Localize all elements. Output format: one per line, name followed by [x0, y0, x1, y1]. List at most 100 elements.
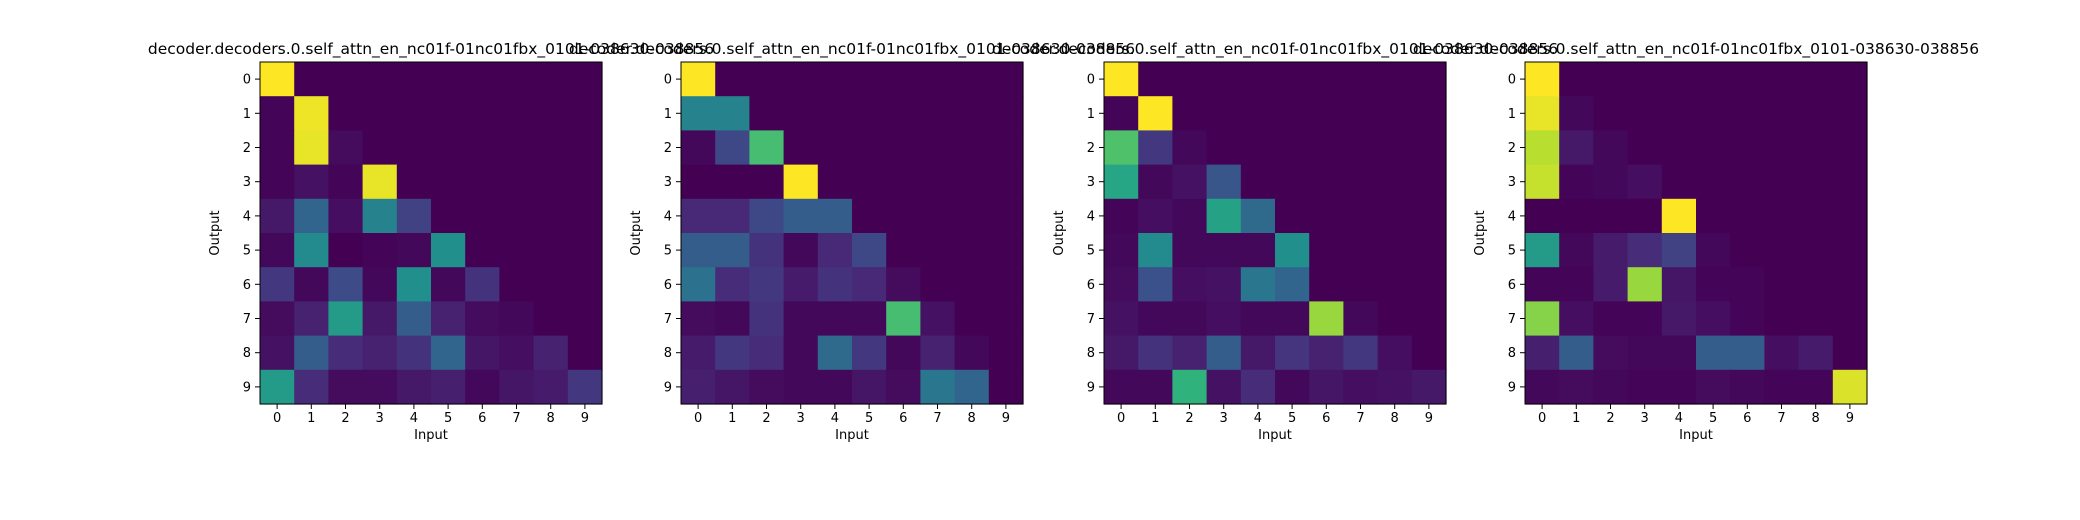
- heatmap-cell-r7-c6: [1309, 301, 1344, 337]
- heatmap-cell-r6-c2: [1593, 267, 1629, 302]
- heatmap-cell-r9-c7: [920, 369, 956, 405]
- heatmap-cell-r6-c4: [1661, 267, 1697, 302]
- heatmap-cell-r1-c8: [533, 96, 569, 131]
- heatmap-cell-r4-c8: [954, 198, 990, 234]
- heatmap-cell-r1-c6: [465, 96, 500, 131]
- heatmap-cell-r8-c5: [852, 335, 887, 371]
- heatmap-cell-r4-c0: [1525, 198, 1560, 234]
- heatmap-cell-r0-c0: [1104, 62, 1139, 97]
- heatmap-cell-r0-c6: [1309, 62, 1344, 97]
- heatmap-cell-r0-c8: [1377, 62, 1413, 97]
- heatmap-cell-r7-c1: [715, 301, 750, 337]
- y-tick-label-0: 0: [664, 73, 672, 88]
- heatmap-cell-r4-c9: [567, 198, 603, 234]
- heatmap-cell-r9-c2: [1172, 369, 1208, 405]
- x-tick-label-3: 3: [797, 411, 805, 426]
- x-tick-label-8: 8: [547, 411, 555, 426]
- panel-title: decoder.decoders.0.self_attn_en_nc01f-01…: [569, 40, 1135, 59]
- heatmap-cell-r7-c5: [852, 301, 887, 337]
- x-tick-label-1: 1: [1572, 411, 1580, 426]
- heatmap-cell-r0-c4: [817, 62, 853, 97]
- heatmap-cell-r5-c5: [431, 233, 466, 268]
- heatmap-cell-r5-c4: [817, 233, 853, 268]
- heatmap-cell-r7-c4: [396, 301, 432, 337]
- heatmap-cell-r2-c8: [1377, 130, 1413, 166]
- heatmap-cell-r6-c1: [715, 267, 750, 302]
- heatmap-cell-r9-c2: [328, 369, 364, 405]
- heatmap-cell-r4-c0: [1104, 198, 1139, 234]
- heatmap-cell-r4-c5: [431, 198, 466, 234]
- heatmap-cell-r8-c2: [1593, 335, 1629, 371]
- heatmap-cell-r5-c1: [294, 233, 329, 268]
- heatmap-cell-r7-c2: [328, 301, 364, 337]
- heatmap-cell-r9-c7: [1764, 369, 1800, 405]
- x-tick-label-8: 8: [1391, 411, 1399, 426]
- heatmap-cell-r4-c4: [817, 198, 853, 234]
- heatmap-panel-3: 0 1 2 3 4 5 6 7 8 9 0 1 2 3 4 5 6 7 8 9 Input Output decoder.d…: [992, 40, 1558, 443]
- y-tick-label-3: 3: [1508, 175, 1516, 190]
- heatmap-cell-r3-c4: [817, 164, 853, 200]
- heatmap-cell-r1-c5: [852, 96, 887, 131]
- heatmap-cell-r2-c3: [1627, 130, 1663, 166]
- heatmap-cell-r7-c3: [1627, 301, 1663, 337]
- heatmap-cell-r8-c0: [260, 335, 295, 371]
- y-tick-label-2: 2: [1087, 141, 1095, 156]
- heatmap-cell-r0-c0: [681, 62, 716, 97]
- y-axis-label: Output: [629, 210, 644, 255]
- heatmap-cell-r6-c8: [1798, 267, 1834, 302]
- heatmap-cell-r2-c2: [328, 130, 364, 166]
- y-tick-label-8: 8: [243, 346, 251, 361]
- heatmap-cell-r7-c1: [1138, 301, 1173, 337]
- x-tick-label-3: 3: [1641, 411, 1649, 426]
- heatmap-cell-r3-c5: [1696, 164, 1731, 200]
- heatmap-cell-r3-c7: [920, 164, 956, 200]
- heatmap-cell-r0-c4: [1240, 62, 1276, 97]
- x-tick-label-5: 5: [865, 411, 873, 426]
- heatmap-cell-r2-c7: [920, 130, 956, 166]
- heatmap-cell-r1-c8: [954, 96, 990, 131]
- heatmap-cell-r8-c8: [954, 335, 990, 371]
- y-tick-label-6: 6: [243, 278, 251, 293]
- y-tick-label-4: 4: [1087, 209, 1095, 224]
- heatmap-cell-r4-c3: [1206, 198, 1242, 234]
- x-tick-label-2: 2: [762, 411, 770, 426]
- heatmap-cell-r4-c5: [1696, 198, 1731, 234]
- heatmap-cell-r2-c2: [1593, 130, 1629, 166]
- heatmap-cell-r3-c0: [1104, 164, 1139, 200]
- heatmap-cell-r7-c2: [1172, 301, 1208, 337]
- heatmap-cell-r5-c7: [920, 233, 956, 268]
- heatmap-cell-r3-c6: [886, 164, 921, 200]
- heatmap-cell-r5-c7: [1764, 233, 1800, 268]
- y-tick-label-1: 1: [243, 107, 251, 122]
- heatmap-cell-r4-c3: [783, 198, 819, 234]
- heatmap-cell-r2-c6: [1309, 130, 1344, 166]
- heatmap-cell-r1-c6: [1730, 96, 1765, 131]
- heatmap-cell-r1-c3: [362, 96, 398, 131]
- heatmap-cell-r2-c7: [1764, 130, 1800, 166]
- y-tick-label-8: 8: [664, 346, 672, 361]
- heatmap-cell-r5-c4: [1240, 233, 1276, 268]
- heatmap-cell-r0-c5: [852, 62, 887, 97]
- heatmap-cell-r4-c2: [749, 198, 785, 234]
- heatmap-cell-r9-c1: [1559, 369, 1594, 405]
- y-tick-label-4: 4: [1508, 209, 1516, 224]
- heatmap-cell-r0-c5: [1696, 62, 1731, 97]
- heatmap-cell-r8-c9: [567, 335, 603, 371]
- heatmap-cell-r2-c3: [783, 130, 819, 166]
- heatmap-cell-r5-c8: [533, 233, 569, 268]
- heatmap-cell-r4-c7: [920, 198, 956, 234]
- heatmap-cell-r1-c0: [681, 96, 716, 131]
- heatmap-cell-r8-c9: [988, 335, 1024, 371]
- heatmap-cell-r5-c3: [1206, 233, 1242, 268]
- heatmap-cell-r8-c6: [465, 335, 500, 371]
- heatmap-cell-r6-c6: [1309, 267, 1344, 302]
- heatmap-cell-r2-c7: [1343, 130, 1379, 166]
- heatmap-cell-r4-c9: [1832, 198, 1868, 234]
- heatmap-cell-r5-c0: [681, 233, 716, 268]
- y-axis-label: Output: [1052, 210, 1067, 255]
- heatmap-cell-r4-c0: [681, 198, 716, 234]
- heatmap-cell-r4-c4: [1661, 198, 1697, 234]
- heatmap-cell-r6-c9: [567, 267, 603, 302]
- heatmap-cell-r7-c5: [1696, 301, 1731, 337]
